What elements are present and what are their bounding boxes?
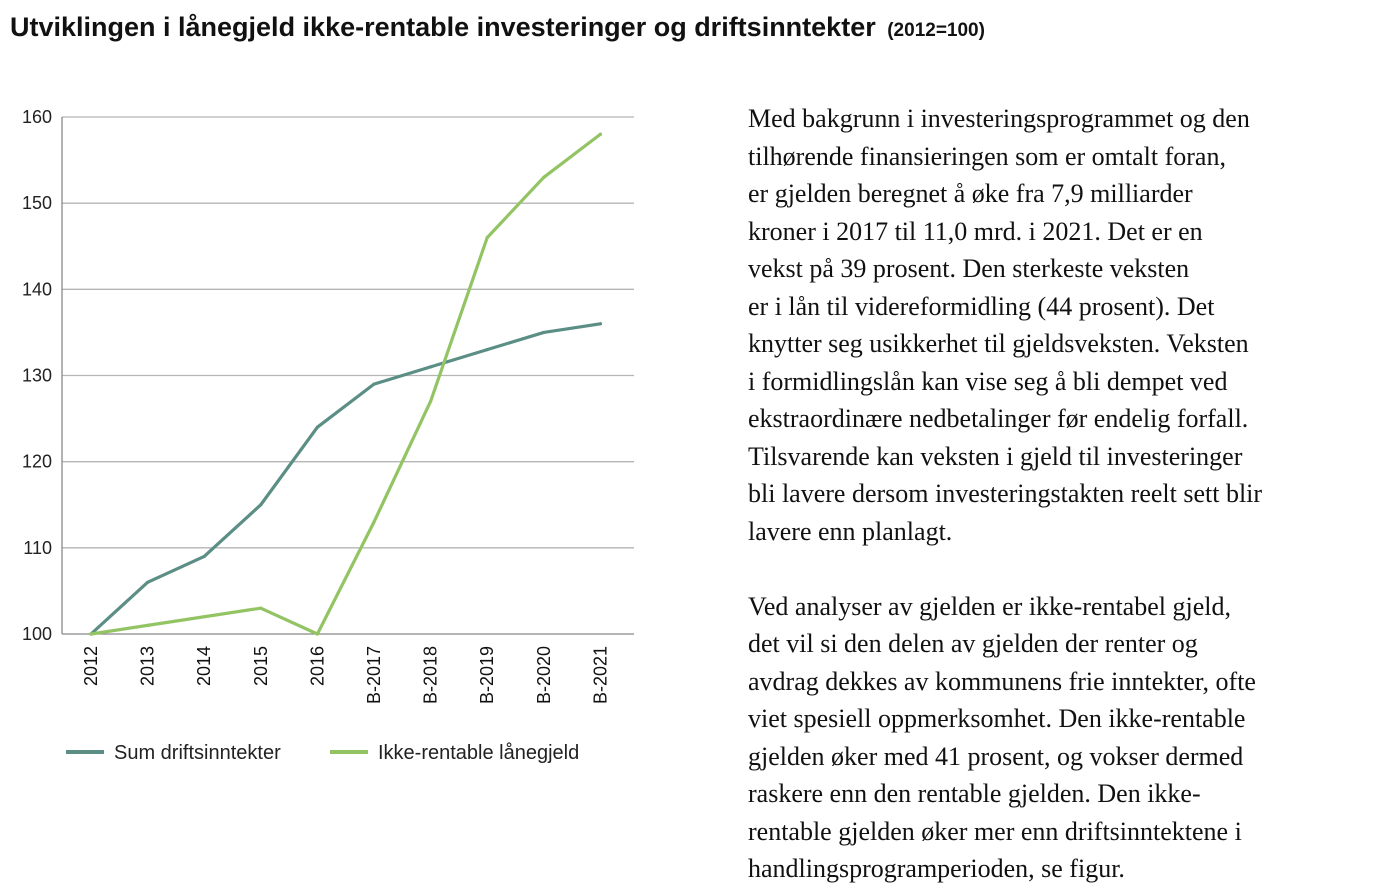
chart-title: Utviklingen i lånegjeld ikke-rentable in… <box>10 12 985 43</box>
text-line: er gjelden beregnet å øke fra 7,9 millia… <box>748 179 1193 208</box>
data-point <box>202 554 206 559</box>
x-tick-label: B-2019 <box>477 646 497 704</box>
x-tick-label: 2016 <box>307 646 327 686</box>
data-point <box>485 236 489 240</box>
series-line-sum-driftsinntekter <box>89 322 603 636</box>
text-line: lavere enn planlagt. <box>748 516 953 546</box>
text-line: raskere enn den rentable gjelden. Den ik… <box>748 779 1201 808</box>
chart-title-main: Utviklingen i lånegjeld ikke-rentable in… <box>10 12 876 42</box>
y-tick-label: 150 <box>22 193 52 213</box>
data-point <box>315 425 319 429</box>
chart-legend: Sum driftsinntekter Ikke-rentable lånegje… <box>66 742 579 764</box>
x-tick-label: 2013 <box>138 646 158 686</box>
y-tick-label: 120 <box>22 452 52 472</box>
x-axis-ticks: 2012 2013 2014 2015 2016 B-2017 B-2018 B-2019 B-… <box>81 646 610 704</box>
x-tick-label: 2012 <box>81 646 101 686</box>
text-line: tilhørende finansieringen som er omtalt … <box>748 141 1226 171</box>
text-line: rentable gjelden øker mer enn driftsinnt… <box>748 816 1242 846</box>
text-line: handlingsprogramperioden, se figur. <box>748 854 1125 883</box>
x-tick-label: B-2018 <box>421 646 441 704</box>
x-tick-label: 2015 <box>251 646 271 686</box>
y-axis-ticks: 100 110 120 130 140 150 160 <box>22 107 52 644</box>
text-line: knytter seg usikkerhet til gjeldsveksten… <box>748 329 1249 358</box>
chart-series <box>89 132 603 636</box>
data-point <box>598 132 603 136</box>
text-line: bli lavere dersom investeringstakten ree… <box>748 479 1263 508</box>
chart-grid <box>61 116 634 635</box>
data-point <box>542 330 546 335</box>
data-point <box>146 580 150 584</box>
text-line: ekstraordinære nedbetalinger før endelig… <box>748 404 1249 433</box>
y-tick-label: 130 <box>22 366 52 386</box>
text-line: kroner i 2017 til 11,0 mrd. i 2021. Det … <box>748 216 1203 246</box>
text-line: viet spesiell oppmerksomhet. Den ikke-re… <box>748 704 1246 733</box>
legend-label: Sum driftsinntekter <box>114 742 281 764</box>
x-tick-label: 2014 <box>194 646 214 686</box>
data-point <box>429 399 433 403</box>
text-line: det vil si den delen av gjelden der rent… <box>748 629 1198 658</box>
paragraph-1: Med bakgrunn i investeringsprogrammet og… <box>748 100 1373 550</box>
text-line: Tilsvarende kan veksten i gjeld til inve… <box>748 441 1243 471</box>
data-point <box>315 632 319 636</box>
data-point <box>542 175 546 179</box>
y-tick-label: 110 <box>23 538 52 558</box>
text-line: gjelden øker med 41 prosent, og vokser d… <box>748 741 1244 771</box>
x-tick-label: B-2020 <box>534 646 554 704</box>
text-line: er i lån til videreformidling (44 prosen… <box>748 291 1215 321</box>
data-point <box>89 632 93 636</box>
data-point <box>429 365 433 369</box>
body-text: Med bakgrunn i investeringsprogrammet og… <box>748 100 1373 888</box>
text-line: Ved analyser av gjelden er ikke-rentabel… <box>748 591 1231 621</box>
data-point <box>202 615 206 619</box>
data-point <box>485 348 489 352</box>
series-line-ikke-rentable-lanegjeld <box>89 132 603 636</box>
chart-subtitle: (2012=100) <box>887 20 985 41</box>
text-line: i formidlingslån kan vise seg å bli demp… <box>748 366 1228 396</box>
legend-label: Ikke-rentable lånegjeld <box>378 742 579 764</box>
data-point <box>259 503 263 507</box>
text-line: Med bakgrunn i investeringsprogrammet og… <box>748 104 1250 133</box>
data-point <box>259 606 263 610</box>
data-point <box>372 382 376 386</box>
data-point <box>146 623 150 627</box>
data-point <box>372 520 376 524</box>
paragraph-2: Ved analyser av gjelden er ikke-rentabel… <box>748 588 1373 888</box>
y-tick-label: 140 <box>22 279 52 299</box>
y-tick-label: 100 <box>22 624 52 644</box>
y-tick-label: 160 <box>22 107 52 127</box>
data-point <box>598 322 603 326</box>
x-tick-label: B-2021 <box>590 646 610 704</box>
text-line: vekst på 39 prosent. Den sterkeste vekst… <box>748 254 1190 283</box>
text-line: avdrag dekkes av kommunens frie inntekte… <box>748 666 1256 696</box>
x-tick-label: B-2017 <box>364 646 384 704</box>
